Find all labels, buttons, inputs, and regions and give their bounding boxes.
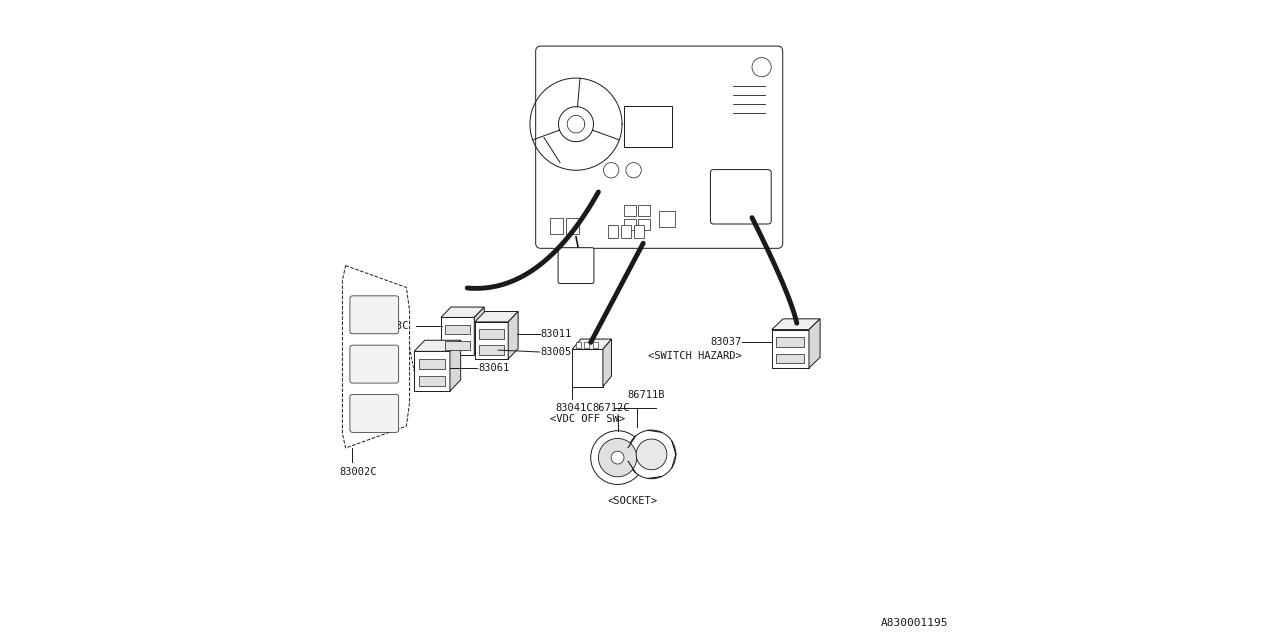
Text: 83061: 83061: [479, 363, 509, 373]
FancyBboxPatch shape: [621, 225, 631, 238]
FancyBboxPatch shape: [637, 205, 650, 216]
Circle shape: [636, 439, 667, 470]
Circle shape: [627, 430, 676, 479]
FancyBboxPatch shape: [558, 248, 594, 284]
Text: 83002C: 83002C: [339, 467, 376, 477]
Polygon shape: [772, 330, 809, 368]
Text: 83041C: 83041C: [556, 403, 593, 413]
FancyBboxPatch shape: [535, 46, 783, 248]
Bar: [593, 342, 598, 348]
Polygon shape: [415, 340, 461, 351]
Text: <SWITCH HAZARD>: <SWITCH HAZARD>: [648, 351, 742, 362]
Text: A830001195: A830001195: [881, 618, 948, 628]
Circle shape: [598, 438, 637, 477]
FancyBboxPatch shape: [625, 106, 672, 147]
FancyBboxPatch shape: [349, 394, 399, 433]
Polygon shape: [572, 349, 603, 387]
FancyBboxPatch shape: [445, 341, 470, 350]
FancyBboxPatch shape: [710, 170, 771, 224]
Polygon shape: [440, 307, 484, 317]
FancyBboxPatch shape: [349, 345, 399, 383]
Polygon shape: [572, 339, 612, 349]
Polygon shape: [508, 312, 518, 359]
Text: 83005: 83005: [540, 347, 572, 357]
Circle shape: [590, 431, 645, 484]
Bar: [576, 342, 581, 348]
Polygon shape: [475, 322, 508, 359]
Polygon shape: [809, 319, 820, 368]
Polygon shape: [440, 317, 475, 355]
FancyBboxPatch shape: [419, 359, 445, 369]
Circle shape: [604, 163, 620, 178]
Polygon shape: [343, 266, 410, 448]
FancyBboxPatch shape: [777, 354, 804, 364]
FancyBboxPatch shape: [349, 296, 399, 334]
Text: 83011: 83011: [540, 329, 572, 339]
Polygon shape: [603, 339, 612, 387]
Circle shape: [612, 451, 623, 464]
Text: 83037: 83037: [710, 337, 742, 348]
FancyBboxPatch shape: [445, 325, 470, 334]
Polygon shape: [451, 340, 461, 391]
Polygon shape: [475, 307, 484, 355]
Text: <SOCKET>: <SOCKET>: [608, 496, 658, 506]
Text: <VDC OFF SW>: <VDC OFF SW>: [550, 414, 625, 424]
Circle shape: [751, 58, 771, 77]
FancyBboxPatch shape: [550, 218, 563, 234]
Text: 86712C: 86712C: [591, 403, 630, 413]
Text: 86711B: 86711B: [627, 390, 664, 400]
Bar: [585, 342, 590, 348]
FancyBboxPatch shape: [625, 205, 635, 216]
FancyBboxPatch shape: [566, 218, 580, 234]
FancyBboxPatch shape: [637, 219, 650, 230]
FancyBboxPatch shape: [777, 337, 804, 347]
FancyBboxPatch shape: [625, 219, 635, 230]
FancyBboxPatch shape: [634, 225, 644, 238]
Text: 83023C: 83023C: [371, 321, 408, 331]
FancyBboxPatch shape: [479, 330, 504, 339]
Polygon shape: [475, 312, 518, 322]
FancyBboxPatch shape: [659, 211, 676, 227]
Circle shape: [626, 163, 641, 178]
FancyBboxPatch shape: [608, 225, 618, 238]
FancyBboxPatch shape: [479, 346, 504, 355]
Polygon shape: [772, 319, 820, 330]
FancyBboxPatch shape: [419, 376, 445, 387]
Polygon shape: [415, 351, 451, 391]
